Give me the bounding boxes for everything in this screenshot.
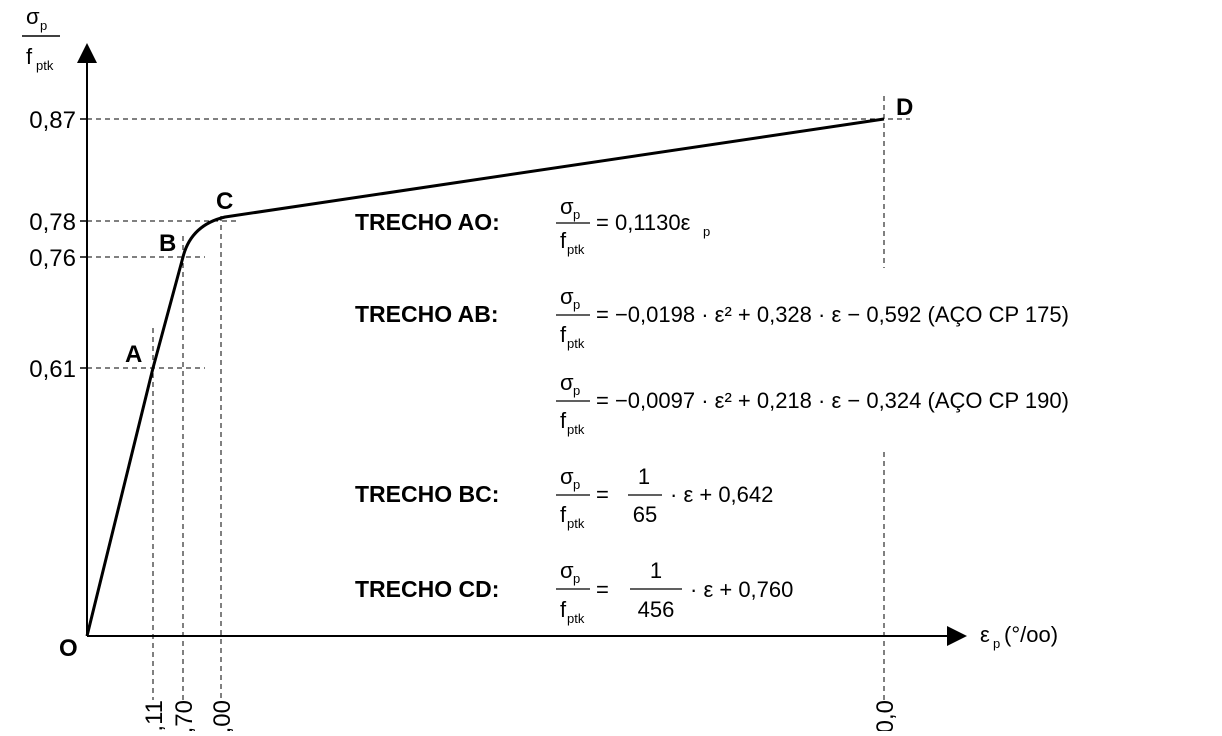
eq-cd-den: 456 [638,597,675,622]
y-tick-label: 0,61 [29,356,76,383]
y-tick-labels: 0,61 0,76 0,78 0,87 [29,107,87,383]
point-label-c: C [216,188,233,215]
eq-cd-num: 1 [650,558,662,583]
point-label-d: D [896,94,913,121]
y-axis-label: σ p f ptk [22,4,60,73]
svg-text:ptk: ptk [567,611,585,626]
y-label-numerator-sub: p [40,18,47,33]
svg-text:p: p [573,207,580,222]
y-tick-label: 0,76 [29,245,76,272]
eq-ao-rhs: = 0,1130ε [596,210,691,235]
svg-text:f: f [560,597,567,622]
svg-text:f: f [560,322,567,347]
x-tick-label: 7,70 [171,700,198,731]
point-label-o: O [59,635,78,662]
point-labels: O A B C D [59,94,913,662]
svg-text:σ: σ [560,370,574,395]
svg-text:=: = [596,577,609,602]
x-axis-label: ε p (°/oo) [980,622,1058,651]
y-tick-label: 0,78 [29,209,76,236]
svg-text:p: p [573,571,580,586]
svg-text:=: = [596,482,609,507]
svg-text:f: f [560,502,567,527]
svg-text:σ: σ [560,194,574,219]
point-label-b: B [159,230,176,257]
svg-text:f: f [560,228,567,253]
x-label-unit: (°/oo) [1004,622,1058,647]
x-tick-labels: 5,11 7,70 9,00 50,0 [141,700,899,736]
x-tick-label: 9,00 [209,700,236,731]
eq-ao-rhs-sub: p [703,224,710,239]
label-trecho-bc: TRECHO BC: [355,481,499,507]
label-trecho-ao: TRECHO AO: [355,209,500,235]
x-label-symbol: ε [980,622,990,647]
eq-ab-cp190-rhs: = −0,0097 · ε² + 0,218 · ε − 0,324 (AÇO … [596,388,1069,413]
y-label-denominator: f [26,44,33,69]
svg-text:ptk: ptk [567,336,585,351]
svg-text:p: p [573,297,580,312]
point-label-a: A [125,341,142,368]
x-label-symbol-sub: p [993,636,1000,651]
svg-text:p: p [573,477,580,492]
eq-cd-rhs: · ε + 0,760 [690,577,793,602]
y-label-denominator-sub: ptk [36,58,54,73]
svg-text:σ: σ [560,284,574,309]
svg-text:ptk: ptk [567,516,585,531]
eq-bc-num: 1 [638,464,650,489]
svg-text:p: p [573,383,580,398]
eq-ab-cp175-rhs: = −0,0198 · ε² + 0,328 · ε − 0,592 (AÇO … [596,302,1069,327]
label-trecho-ab: TRECHO AB: [355,301,499,327]
svg-text:σ: σ [560,558,574,583]
stress-strain-curve [85,117,885,637]
label-trecho-cd: TRECHO CD: [355,576,499,602]
svg-text:σ: σ [560,464,574,489]
eq-bc-rhs: · ε + 0,642 [670,482,773,507]
guide-lines [87,96,910,700]
x-tick-label: 50,0 [872,700,899,731]
svg-text:ptk: ptk [567,242,585,257]
y-tick-label: 0,87 [29,107,76,134]
x-tick-label: 5,11 [141,700,168,731]
y-label-numerator: σ [26,4,40,29]
svg-text:f: f [560,408,567,433]
eq-bc-den: 65 [633,502,657,527]
svg-text:ptk: ptk [567,422,585,437]
